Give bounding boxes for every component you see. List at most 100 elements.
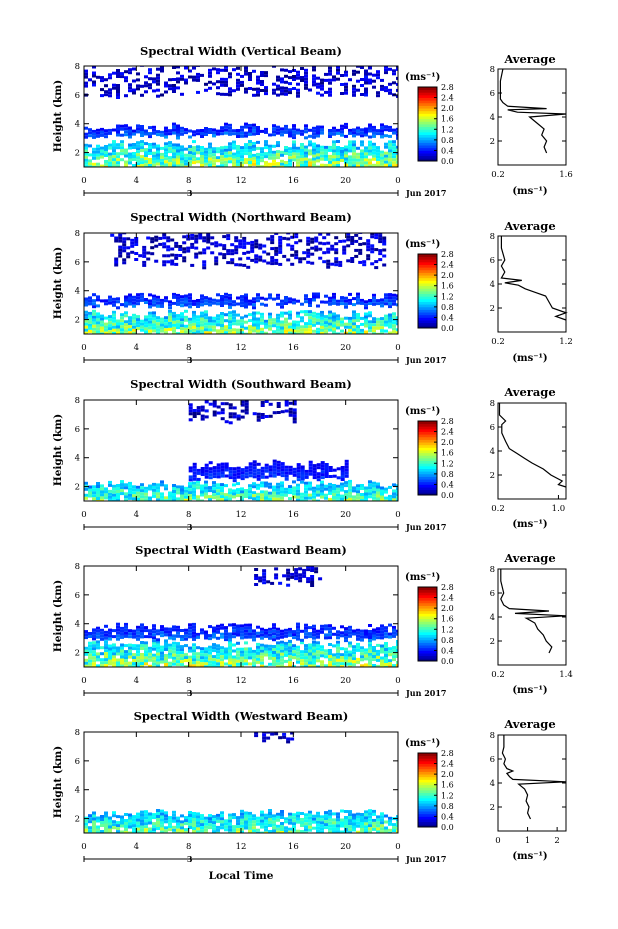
heatmap-cell	[332, 626, 336, 630]
heatmap-cell	[332, 818, 336, 822]
heatmap-cell	[188, 482, 192, 486]
heatmap-cell	[304, 822, 308, 826]
heatmap-cell	[264, 92, 268, 96]
heatmap-cell	[130, 244, 135, 248]
heatmap-cell	[268, 656, 272, 660]
heatmap-cell	[168, 649, 172, 653]
heatmap-cell	[248, 319, 252, 323]
heatmap-cell	[352, 822, 356, 826]
heatmap-cell	[212, 493, 216, 497]
heatmap-cell	[132, 632, 136, 636]
heatmap-cell	[312, 655, 316, 659]
heatmap-cell	[276, 328, 280, 332]
heatmap-cell	[304, 816, 308, 820]
heatmap-cell	[288, 630, 292, 634]
heatmap-cell	[208, 657, 212, 661]
heatmap-cell	[306, 251, 311, 255]
heatmap-cell	[236, 819, 240, 823]
heatmap-cell	[124, 326, 128, 330]
heatmap-cell	[332, 126, 336, 130]
heatmap-cell	[176, 86, 180, 90]
colorbar-swatch	[418, 452, 437, 456]
heatmap-cell	[112, 820, 116, 824]
heatmap-cell	[240, 322, 244, 326]
heatmap-cell	[188, 160, 192, 164]
heatmap-cell	[252, 817, 256, 821]
colorbar-tick-label: 0.8	[441, 303, 454, 312]
heatmap-cell	[156, 295, 160, 299]
heatmap-cell	[280, 640, 284, 644]
heatmap-cell	[104, 493, 108, 497]
heatmap-cell	[160, 161, 164, 165]
heatmap-cell	[372, 655, 376, 658]
heatmap-cell	[112, 487, 116, 491]
heatmap-cell	[334, 263, 339, 267]
heatmap-cell	[152, 151, 156, 155]
heatmap-cell	[256, 332, 260, 334]
heatmap-cell	[286, 568, 291, 572]
heatmap-cell	[254, 732, 259, 735]
heatmap-cell	[356, 325, 360, 328]
heatmap-cell	[280, 632, 284, 636]
heatmap-cell	[200, 405, 205, 409]
colorbar-tick-label: 0.4	[441, 812, 454, 821]
heatmap-cell	[280, 305, 284, 309]
heatmap-cell	[88, 78, 92, 82]
heatmap-cell	[252, 460, 257, 464]
heatmap-cell	[128, 632, 132, 636]
heatmap-cell	[232, 816, 236, 820]
heatmap-cell	[224, 128, 228, 132]
heatmap-cell	[312, 320, 316, 324]
heatmap-cell	[248, 811, 252, 815]
heatmap-cell	[276, 485, 280, 489]
heatmap-cell	[252, 93, 256, 97]
heatmap-cell	[212, 818, 216, 822]
heatmap-cell	[288, 646, 292, 650]
heatmap-cell	[216, 644, 220, 648]
heatmap-cell	[224, 465, 229, 469]
heatmap-cell	[92, 653, 96, 657]
heatmap-cell	[320, 654, 324, 658]
heatmap-cell	[280, 302, 284, 306]
x-tick-label: 0	[395, 176, 400, 186]
colorbar-swatch	[418, 145, 437, 149]
colorbar-swatch	[418, 113, 437, 117]
heatmap-cell	[88, 320, 92, 324]
heatmap-cell	[192, 133, 196, 137]
heatmap-cell	[276, 322, 280, 326]
heatmap-cell	[124, 314, 128, 318]
heatmap-cell	[290, 247, 295, 251]
heatmap-cell	[112, 128, 116, 132]
heatmap-cell	[236, 822, 240, 826]
heatmap-cell	[128, 643, 132, 647]
heatmap-cell	[84, 331, 88, 334]
colorbar-swatch	[418, 797, 437, 801]
heatmap-cell	[260, 484, 264, 488]
heatmap-cell	[368, 314, 372, 318]
heatmap-cell	[232, 300, 236, 304]
heatmap-cell	[166, 260, 171, 264]
heatmap-cell	[284, 92, 288, 96]
heatmap-cell	[108, 831, 112, 833]
heatmap-cell	[180, 145, 184, 149]
heatmap-cell	[292, 644, 296, 648]
profile-x-tick-label: 2	[554, 836, 559, 846]
heatmap-cell	[300, 812, 304, 815]
heatmap-cell	[184, 147, 188, 151]
heatmap-cell	[300, 638, 304, 642]
heatmap-cell	[220, 652, 224, 656]
heatmap-cell	[256, 78, 260, 82]
heatmap-cell	[216, 405, 221, 409]
heatmap-cell	[264, 167, 268, 170]
heatmap-cell	[184, 631, 188, 635]
heatmap-cell	[192, 316, 196, 320]
heatmap-cell	[184, 128, 188, 132]
heatmap-cell	[124, 148, 128, 152]
heatmap-cell	[380, 815, 384, 819]
heatmap-cell	[224, 496, 228, 500]
heatmap-cell	[392, 631, 396, 635]
heatmap-cell	[136, 488, 140, 492]
heatmap-cell	[88, 296, 92, 300]
heatmap-cell	[148, 635, 152, 639]
